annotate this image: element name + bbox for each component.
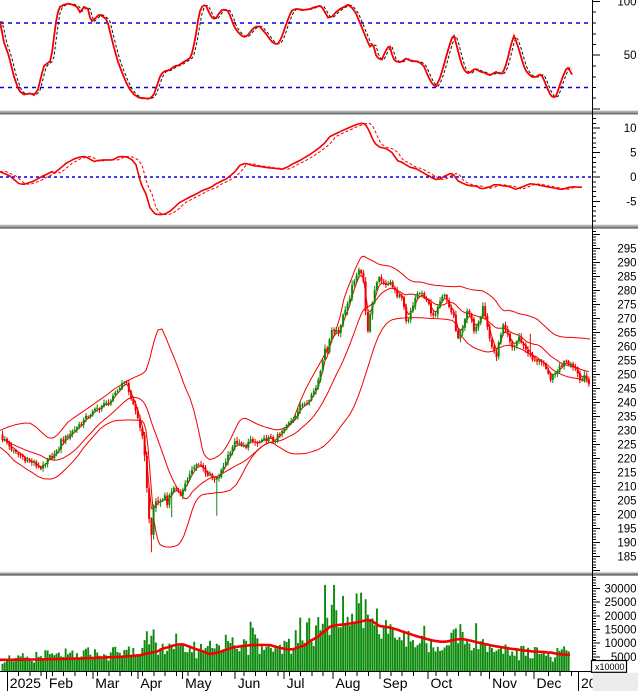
svg-text:May: May bbox=[185, 675, 211, 691]
svg-text:Sep: Sep bbox=[383, 675, 408, 691]
svg-text:x10000: x10000 bbox=[595, 662, 625, 672]
svg-text:240: 240 bbox=[617, 397, 636, 409]
svg-text:230: 230 bbox=[617, 425, 636, 437]
svg-text:25000: 25000 bbox=[605, 597, 637, 609]
svg-text:5: 5 bbox=[630, 148, 636, 160]
svg-text:Aug: Aug bbox=[336, 675, 361, 691]
svg-text:250: 250 bbox=[617, 369, 636, 381]
svg-text:295: 295 bbox=[617, 243, 636, 255]
svg-text:Oct: Oct bbox=[431, 675, 453, 691]
svg-text:200: 200 bbox=[617, 509, 636, 521]
svg-text:205: 205 bbox=[617, 495, 636, 507]
svg-text:50: 50 bbox=[624, 50, 637, 62]
svg-text:10000: 10000 bbox=[605, 638, 637, 650]
svg-text:210: 210 bbox=[617, 481, 636, 493]
svg-text:220: 220 bbox=[617, 453, 636, 465]
svg-text:195: 195 bbox=[617, 523, 636, 535]
svg-text:10: 10 bbox=[624, 123, 637, 135]
svg-text:275: 275 bbox=[617, 299, 636, 311]
svg-text:270: 270 bbox=[617, 313, 636, 325]
svg-text:290: 290 bbox=[617, 257, 636, 269]
svg-text:20000: 20000 bbox=[605, 611, 637, 623]
svg-text:280: 280 bbox=[617, 285, 636, 297]
svg-text:255: 255 bbox=[617, 355, 636, 367]
svg-text:245: 245 bbox=[617, 383, 636, 395]
svg-text:15000: 15000 bbox=[605, 625, 637, 637]
svg-text:285: 285 bbox=[617, 271, 636, 283]
svg-text:215: 215 bbox=[617, 467, 636, 479]
svg-text:Jun: Jun bbox=[238, 675, 261, 691]
svg-text:Nov: Nov bbox=[492, 675, 517, 691]
svg-text:-5: -5 bbox=[626, 196, 636, 208]
svg-text:265: 265 bbox=[617, 327, 636, 339]
svg-text:Feb: Feb bbox=[49, 675, 73, 691]
svg-text:Mar: Mar bbox=[95, 675, 119, 691]
svg-text:Apr: Apr bbox=[140, 675, 162, 691]
svg-text:190: 190 bbox=[617, 537, 636, 549]
svg-text:260: 260 bbox=[617, 341, 636, 353]
svg-text:235: 235 bbox=[617, 411, 636, 423]
svg-text:2025: 2025 bbox=[10, 675, 41, 691]
svg-text:225: 225 bbox=[617, 439, 636, 451]
svg-text:Dec: Dec bbox=[537, 675, 562, 691]
svg-text:185: 185 bbox=[617, 551, 636, 563]
svg-text:Jul: Jul bbox=[287, 675, 305, 691]
svg-text:100: 100 bbox=[617, 0, 636, 9]
svg-text:30000: 30000 bbox=[605, 584, 637, 596]
svg-text:0: 0 bbox=[630, 172, 636, 184]
